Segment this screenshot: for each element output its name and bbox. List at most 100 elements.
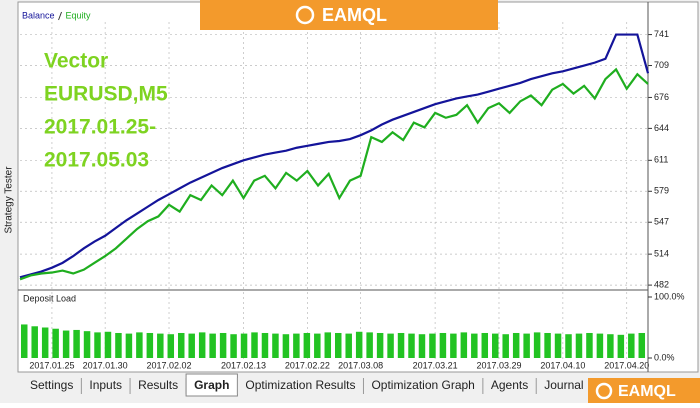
- y-tick-label: 579: [654, 186, 669, 196]
- y-tick-label: 0.0%: [654, 352, 675, 362]
- bar: [62, 330, 70, 358]
- bar: [502, 334, 509, 358]
- y-tick-label: 644: [654, 123, 669, 133]
- bar: [83, 331, 91, 358]
- logo-text: EAMQL: [618, 383, 676, 400]
- y-tick-label: 100.0%: [654, 291, 685, 301]
- bar: [324, 332, 332, 358]
- tab[interactable]: Graph: [194, 378, 229, 392]
- overlay-text: 2017.05.03: [44, 149, 149, 172]
- bar: [104, 331, 112, 358]
- y-tick-label: 676: [654, 92, 669, 102]
- bar: [523, 333, 530, 358]
- bar: [345, 333, 352, 358]
- bar: [586, 332, 593, 358]
- x-tick-label: 2017.01.30: [83, 360, 128, 370]
- y-tick-label: 611: [654, 155, 668, 165]
- panel-title: Deposit Load: [23, 293, 76, 303]
- bar: [282, 334, 290, 358]
- bar: [408, 333, 415, 358]
- bar: [544, 332, 551, 358]
- bar: [638, 332, 646, 358]
- bar: [31, 326, 38, 358]
- bar: [115, 332, 122, 358]
- series-line: [19, 67, 649, 281]
- chart-frame: [17, 1, 699, 373]
- bar: [376, 332, 384, 358]
- legend-entry: Equity: [66, 10, 92, 20]
- tab[interactable]: Results: [138, 378, 178, 392]
- side-label: Strategy Tester: [4, 166, 15, 234]
- bar: [450, 333, 457, 358]
- bar: [261, 332, 269, 358]
- tab[interactable]: Optimization Results: [245, 378, 355, 392]
- y-tick-label: 547: [654, 217, 669, 227]
- bar: [387, 333, 394, 358]
- bar: [146, 332, 154, 358]
- bar: [355, 331, 363, 358]
- bar: [607, 334, 614, 358]
- y-tick-label: 741: [654, 29, 669, 39]
- bar: [230, 334, 237, 358]
- bar: [554, 333, 562, 358]
- logo-banner: [588, 378, 700, 403]
- logo-text: EAMQL: [322, 5, 387, 25]
- bar: [251, 332, 258, 358]
- logo-banner: [200, 0, 498, 30]
- logo-icon: [295, 5, 315, 25]
- bar: [188, 333, 195, 358]
- tab[interactable]: Journal: [544, 378, 583, 392]
- bar: [512, 332, 520, 358]
- bar: [157, 333, 164, 358]
- bar: [21, 324, 28, 358]
- bar: [125, 333, 133, 358]
- tab[interactable]: Settings: [30, 378, 73, 392]
- bar: [628, 333, 635, 358]
- bar: [219, 332, 227, 358]
- tab-bar: [18, 374, 700, 403]
- x-tick-label: 2017.02.02: [146, 360, 191, 370]
- y-tick-label: 709: [654, 60, 669, 70]
- bar: [52, 328, 59, 358]
- bar: [565, 334, 572, 358]
- overlay-text: Vector: [44, 50, 108, 73]
- bar: [136, 332, 143, 358]
- x-tick-label: 2017.02.22: [285, 360, 330, 370]
- bar: [293, 333, 300, 358]
- bar: [209, 333, 216, 358]
- bar: [314, 333, 321, 358]
- bar: [471, 333, 478, 358]
- bar: [533, 332, 541, 358]
- x-tick-label: 2017.01.25: [29, 360, 74, 370]
- bar: [41, 327, 49, 358]
- bar: [429, 333, 436, 358]
- tab[interactable]: Inputs: [89, 378, 122, 392]
- bar: [418, 334, 426, 358]
- bar: [481, 332, 489, 358]
- x-tick-label: 2017.04.20: [604, 360, 649, 370]
- x-tick-label: 2017.03.21: [413, 360, 458, 370]
- tab[interactable]: Optimization Graph: [371, 378, 474, 392]
- legend-entry: Balance: [22, 10, 55, 20]
- bar: [596, 333, 604, 358]
- x-tick-label: 2017.04.10: [540, 360, 585, 370]
- x-tick-label: 2017.02.13: [221, 360, 266, 370]
- bar: [198, 332, 206, 358]
- overlay-text: 2017.01.25-: [44, 116, 156, 139]
- bar: [366, 332, 373, 358]
- y-tick-label: 514: [654, 249, 669, 259]
- bar: [460, 332, 468, 358]
- x-tick-label: 2017.03.29: [476, 360, 521, 370]
- series-line: [19, 33, 650, 279]
- bar: [240, 333, 248, 358]
- legend-separator: [58, 11, 62, 21]
- bar: [617, 334, 625, 358]
- bar: [575, 333, 583, 358]
- bar: [167, 334, 175, 358]
- overlay-text: EURUSD,M5: [44, 83, 168, 106]
- bar: [439, 332, 447, 358]
- x-tick-label: 2017.03.08: [338, 360, 383, 370]
- tab[interactable]: Agents: [491, 378, 528, 392]
